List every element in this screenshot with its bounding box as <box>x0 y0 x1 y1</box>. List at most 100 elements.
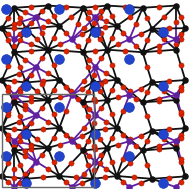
Point <box>46 167 49 170</box>
Point <box>52 88 55 91</box>
Point <box>98 16 101 19</box>
Point <box>58 58 61 61</box>
Point <box>93 21 96 24</box>
Point <box>46 98 49 101</box>
Point <box>82 6 85 9</box>
Point <box>24 11 27 14</box>
Point <box>100 57 103 60</box>
Point <box>7 39 10 42</box>
Point <box>117 96 120 99</box>
Point <box>30 143 33 146</box>
Point <box>30 100 33 103</box>
Point <box>174 21 177 24</box>
Point <box>70 93 73 96</box>
Point <box>128 186 131 189</box>
Point <box>133 176 136 179</box>
Point <box>163 181 166 184</box>
Point <box>174 4 177 7</box>
Point <box>106 4 109 7</box>
Point <box>46 146 49 149</box>
Point <box>13 144 16 147</box>
Point <box>70 140 73 143</box>
Point <box>12 176 15 179</box>
Point <box>58 154 61 157</box>
Point <box>91 129 94 132</box>
Point <box>7 180 10 183</box>
Point <box>7 32 10 35</box>
Point <box>179 110 182 113</box>
Point <box>141 6 144 9</box>
Point <box>24 150 27 153</box>
Point <box>35 138 38 141</box>
Point <box>94 85 97 88</box>
Point <box>122 31 125 34</box>
Point <box>58 143 61 146</box>
Point <box>64 180 67 183</box>
Point <box>41 80 44 83</box>
Point <box>76 22 79 25</box>
Point <box>87 66 90 69</box>
Point <box>139 87 142 90</box>
Point <box>106 146 109 149</box>
Point <box>0 27 3 30</box>
Bar <box>2 94 94 187</box>
Point <box>19 87 22 90</box>
Point <box>30 148 33 151</box>
Point <box>35 114 38 117</box>
Point <box>30 5 33 8</box>
Point <box>88 154 91 157</box>
Point <box>40 106 43 109</box>
Point <box>41 176 44 179</box>
Point <box>139 33 142 36</box>
Point <box>87 139 90 142</box>
Point <box>94 133 97 136</box>
Point <box>110 136 113 139</box>
Point <box>179 32 182 35</box>
Point <box>146 17 149 20</box>
Point <box>174 96 177 99</box>
Point <box>5 8 8 11</box>
Point <box>70 38 73 41</box>
Point <box>7 65 10 68</box>
Point <box>13 51 16 54</box>
Point <box>163 16 166 19</box>
Point <box>40 57 43 60</box>
Point <box>13 38 16 41</box>
Point <box>7 90 10 93</box>
Point <box>7 16 10 19</box>
Point <box>146 91 149 94</box>
Point <box>24 79 27 82</box>
Point <box>106 48 109 51</box>
Point <box>70 186 73 189</box>
Point <box>76 44 79 47</box>
Point <box>103 80 106 83</box>
Point <box>41 26 44 29</box>
Point <box>158 100 161 103</box>
Point <box>162 133 165 136</box>
Point <box>64 86 67 89</box>
Point <box>82 150 85 153</box>
Point <box>52 160 55 163</box>
Point <box>150 27 153 30</box>
Point <box>87 163 90 166</box>
Point <box>19 91 22 94</box>
Point <box>127 58 130 61</box>
Point <box>128 140 131 143</box>
Point <box>167 80 170 83</box>
Point <box>13 140 16 143</box>
Point <box>103 26 106 29</box>
Point <box>100 32 103 35</box>
Point <box>29 21 33 24</box>
Point <box>98 138 101 141</box>
Point <box>24 81 27 84</box>
Point <box>91 177 94 180</box>
Point <box>135 44 138 47</box>
Point <box>19 139 22 142</box>
Point <box>150 81 153 84</box>
Point <box>87 39 90 42</box>
Point <box>46 72 49 75</box>
Point <box>35 90 38 93</box>
Point <box>40 10 43 13</box>
Point <box>110 63 113 66</box>
Point <box>87 17 90 20</box>
